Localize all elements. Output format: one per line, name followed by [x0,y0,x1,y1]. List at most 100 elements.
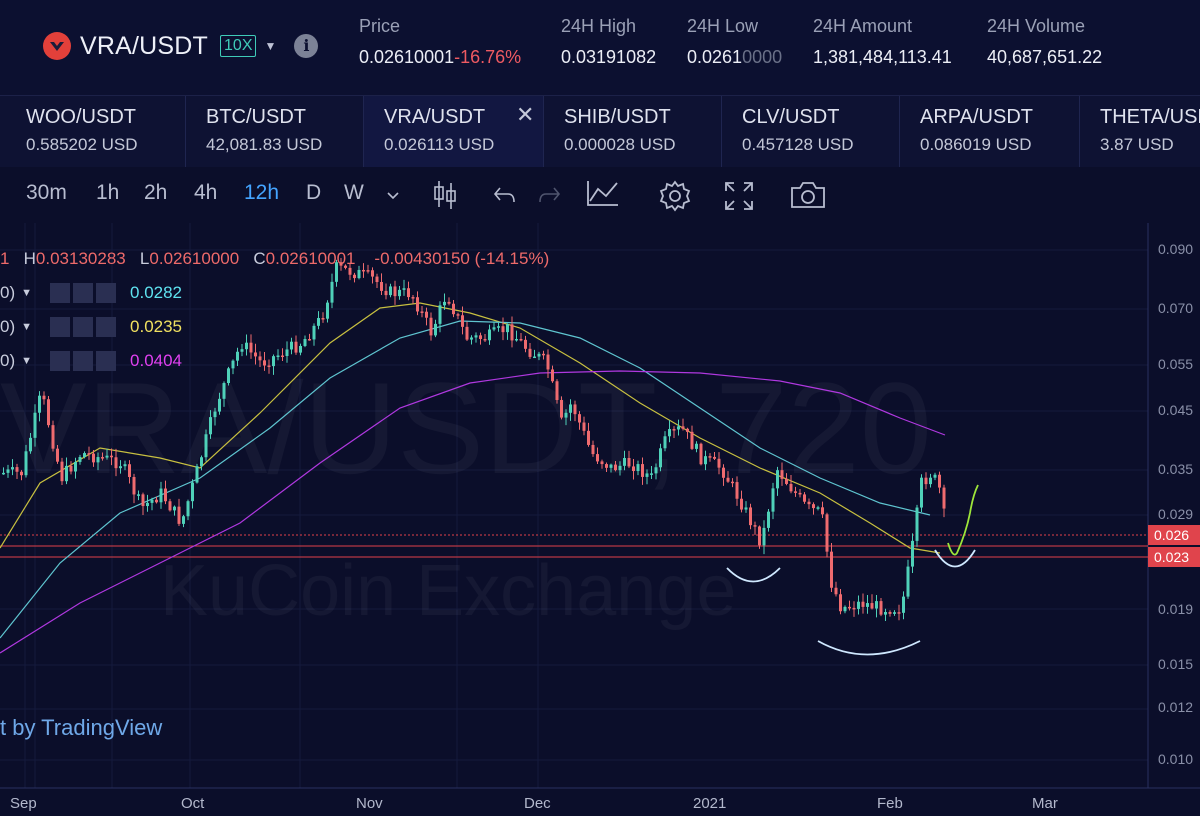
candle-body [717,458,721,468]
ma-line-3 [0,370,946,654]
candle-body [47,399,50,426]
timeframe-d[interactable]: D [306,181,322,204]
candle-body [888,612,892,614]
candle-type-icon[interactable] [432,179,458,211]
candle-body [200,457,203,467]
pair-title: VRA/USDT [80,31,209,60]
leverage-badge[interactable]: 10X [220,35,257,57]
eye-icon[interactable] [50,317,71,337]
pair-selector[interactable]: VRA/USDT 10X ▼ i [42,28,319,64]
candle-body [762,527,766,546]
redo-icon[interactable] [538,185,562,205]
tab-btc-usdt[interactable]: BTC/USDT 42,081.83 USD [186,96,364,168]
eye-icon[interactable] [50,283,71,303]
price-chart[interactable]: VRA/USDT, 720 KuCoin Exchange 1 H0.03130… [0,223,1200,816]
pair-tabs: WOO/USDT 0.585202 USD BTC/USDT 42,081.83… [0,95,1200,168]
screenshot-icon[interactable] [790,181,826,209]
candle-body [749,507,752,526]
settings-icon[interactable] [658,179,692,213]
tab-price: 0.000028 USD [564,135,676,154]
candle-body [879,601,883,615]
candle-body [857,601,860,609]
close-icon[interactable] [96,351,117,371]
tab-arpa-usdt[interactable]: ARPA/USDT 0.086019 USD [900,96,1080,168]
candle-body [123,464,127,467]
chevron-down-icon[interactable]: ▼ [264,39,277,53]
chevron-down-icon[interactable]: ▼ [21,321,33,333]
stat-value: 0.03191082 [561,47,657,67]
tab-price: 0.457128 USD [742,135,854,154]
candle-body [11,467,14,470]
tab-shib-usdt[interactable]: SHIB/USDT 0.000028 USD [544,96,722,168]
tab-theta-usdt[interactable]: THETA/USDT 3.87 USD [1080,96,1200,168]
candle-body [758,526,761,546]
gear-icon[interactable] [73,317,94,337]
close-icon[interactable] [96,283,117,303]
candle-body [551,369,554,382]
chevron-down-icon[interactable] [386,191,400,201]
stat-label: 24H Amount [813,16,913,36]
ma-value: 0.0404 [130,351,183,370]
chevron-down-icon[interactable]: ▼ [21,355,33,367]
timeframe-2h[interactable]: 2h [144,181,168,204]
candle-body [362,269,365,272]
timeframe-30m[interactable]: 30m [26,181,67,204]
candle-body [308,339,311,341]
candle-body [591,444,595,455]
candle-body [821,507,824,515]
tradingview-credit[interactable]: t by TradingView [0,715,163,740]
chart-grid [0,223,1200,789]
undo-icon[interactable] [492,185,516,205]
candle-body [159,488,163,503]
candle-body [699,443,703,465]
candle-body [128,464,131,478]
candle-body [353,274,356,279]
candle-body [776,470,779,489]
chevron-down-icon[interactable]: ▼ [21,287,33,299]
y-tick: 0.055 [1158,356,1194,372]
indicators-icon[interactable] [586,179,620,207]
y-tick: 0.010 [1158,751,1194,767]
candle-body [6,469,10,473]
tab-clv-usdt[interactable]: CLV/USDT 0.457128 USD [722,96,900,168]
candle-body [740,498,743,510]
candle-body [470,337,473,340]
candle-body [411,297,415,299]
candle-body [420,311,424,313]
candle-body [114,457,118,469]
stat-value: 40,687,651.22 [987,47,1103,67]
candle-body [816,507,820,509]
chart-canvas[interactable]: VRA/USDT, 720 KuCoin Exchange [0,223,1200,816]
candle-body [249,342,253,353]
ma-value: 0.0282 [130,283,183,302]
tab-name: VRA/USDT [384,106,486,128]
timeframe-4h[interactable]: 4h [194,181,218,204]
close-icon[interactable] [96,317,117,337]
tab-name: WOO/USDT [26,106,136,128]
tab-vra-usdt[interactable]: VRA/USDT 0.026113 USD ✕ [364,96,544,168]
candle-body [681,426,685,429]
candle-body [294,341,298,353]
candle-body [276,355,280,358]
candle-body [911,540,914,567]
tab-name: THETA/USDT [1100,106,1200,128]
candle-body [456,314,460,316]
timeframe-12h[interactable]: 12h [244,181,280,204]
candle-body [794,491,797,493]
candle-body [375,276,379,283]
timeframe-w[interactable]: W [344,181,364,204]
timeframe-1h[interactable]: 1h [96,181,120,204]
ma-params: 0) [0,351,16,370]
candle-body [722,467,725,478]
market-header: VRA/USDT 10X ▼ i Price 0.02610001-16.76%… [0,0,1200,95]
close-tab-icon[interactable]: ✕ [516,102,535,127]
eye-icon[interactable] [50,351,71,371]
gear-icon[interactable] [73,351,94,371]
fullscreen-icon[interactable] [724,181,754,211]
x-tick: Nov [356,795,383,812]
info-icon[interactable]: i [294,34,319,58]
tab-woo-usdt[interactable]: WOO/USDT 0.585202 USD [0,96,186,168]
gear-icon[interactable] [73,283,94,303]
candle-body [105,455,109,458]
x-tick: Sep [10,795,37,812]
